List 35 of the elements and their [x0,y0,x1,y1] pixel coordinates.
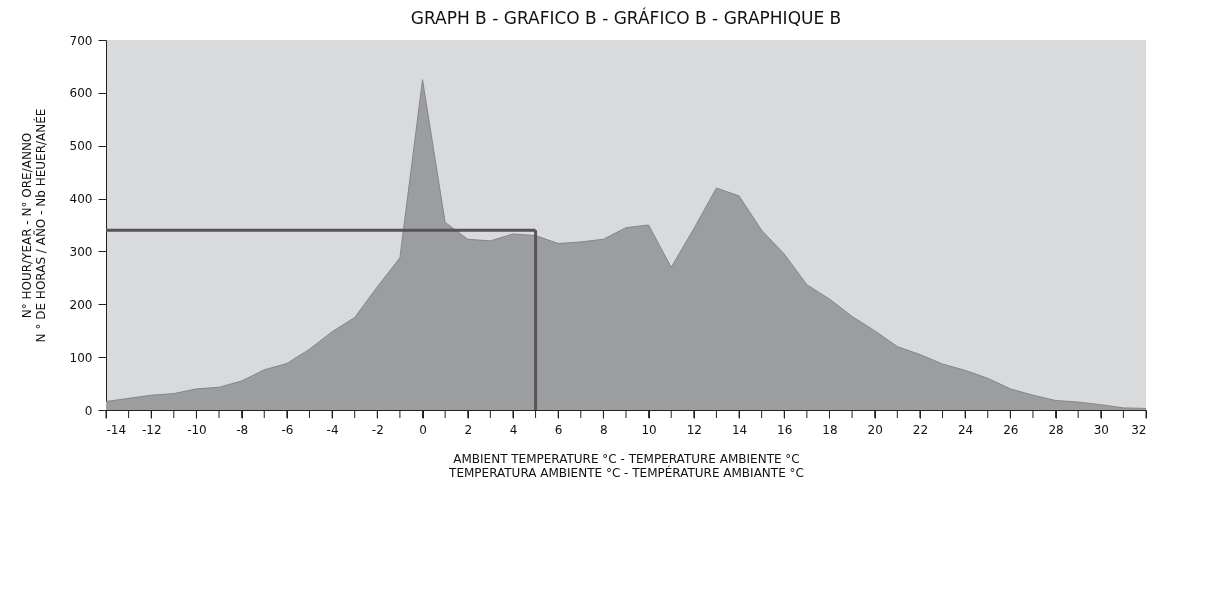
x-tick-label: -10 [187,422,207,437]
x-tick-label: 28 [1048,422,1064,437]
y-axis-title: N° HOUR/YEAR - N° ORE/ANNO N ° DE HORAS / AÑO - Nb HEUER/ANÉE [19,108,48,343]
x-tick-label: 20 [867,422,883,437]
x-tick-label: 24 [957,422,974,437]
y-tick-label: 500 [69,139,93,154]
y-tick-label: 100 [69,350,93,365]
y-tick-label: 300 [69,244,93,259]
x-tick-label: -12 [141,422,162,437]
x-axis-title: AMBIENT TEMPERATURE °C - TEMPERATURE AMBIENTE °C TEMPERATURA AMBIENTE °C - TEMPÉRATURE AMBIANTE °C [448,451,804,480]
x-tick-label: -4 [326,422,339,437]
x-tick-label: 6 [554,422,563,437]
x-tick-label: 14 [731,422,748,437]
x-tick-label: 12 [686,422,702,437]
y-tick-label: 600 [69,86,93,101]
x-tick-label: 18 [822,422,838,437]
y-tick-label: 400 [69,192,93,207]
x-tick-label: 10 [641,422,657,437]
x-tick-label: -2 [371,422,384,437]
x-tick-label: 16 [777,422,793,437]
x-tick-label: 4 [509,422,518,437]
y-tick-label: 200 [69,297,93,312]
x-tick-label: 0 [419,422,427,437]
x-tick-label: 30 [1093,422,1109,437]
x-tick-label: 8 [600,422,608,437]
x-tick-label: -6 [281,422,294,437]
x-tick-label: 26 [1003,422,1019,437]
y-tick-label: 0 [84,403,93,418]
x-tick-label: -8 [236,422,249,437]
x-tick-label: 22 [912,422,929,437]
chart-title: GRAPH B - GRAFICO B - GRÁFICO B - GRAPHIQUE B [410,7,842,28]
x-tick-label: 32 [1131,422,1147,437]
x-tick-label: -14 [106,422,127,437]
y-tick-label: 700 [69,33,93,48]
x-tick-label: 2 [464,422,473,437]
